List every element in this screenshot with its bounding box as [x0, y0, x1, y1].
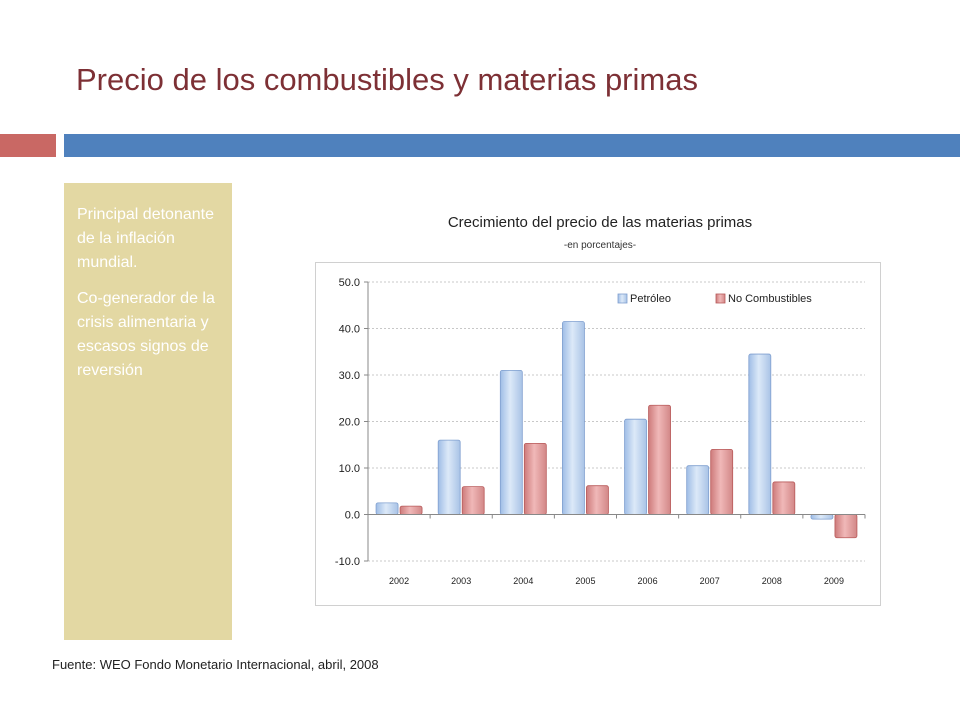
bar-no-combustibles-2009	[834, 514, 858, 539]
accent-bar-blue	[64, 134, 960, 157]
bar-no-combustibles-2008	[772, 481, 796, 515]
bar-no-combustibles-2006	[648, 404, 671, 515]
side-text-2: Co-generador de la crisis alimentaria y …	[77, 290, 215, 379]
slide-title: Precio de los combustibles y materias pr…	[76, 62, 698, 97]
y-tick-label: 30.0	[339, 370, 360, 382]
side-text-1: Principal detonante de la inflación mund…	[77, 206, 214, 271]
bar-petroleo-2004	[499, 369, 523, 515]
y-tick-label: -10.0	[335, 556, 360, 568]
y-tick-label: 0.0	[345, 510, 360, 522]
y-tick-label: 20.0	[339, 417, 360, 429]
bar-petroleo-2006	[624, 418, 647, 515]
side-panel: Principal detonante de la inflación mund…	[64, 183, 232, 640]
bar-petroleo-2008	[748, 353, 772, 515]
accent-bar-red	[0, 134, 56, 157]
bar-no-combustibles-2003	[461, 486, 485, 515]
bar-petroleo-2002	[375, 502, 399, 515]
x-tick-label: 2005	[575, 576, 595, 586]
bar-no-combustibles-2002	[399, 505, 423, 515]
bar-petroleo-2003	[437, 439, 461, 515]
x-tick-label: 2007	[700, 576, 720, 586]
x-tick-label: 2008	[762, 576, 782, 586]
bar-petroleo-2007	[686, 465, 710, 515]
legend-label: Petróleo	[630, 293, 671, 305]
chart-subtitle: -en porcentajes-	[563, 240, 637, 251]
x-tick-label: 2006	[638, 576, 658, 586]
x-tick-label: 2004	[513, 576, 533, 586]
source-note: Fuente: WEO Fondo Monetario Internaciona…	[52, 657, 379, 672]
bar-no-combustibles-2004	[523, 442, 547, 515]
bar-petroleo-2009	[810, 514, 834, 520]
x-tick-label: 2002	[389, 576, 409, 586]
y-tick-label: 10.0	[339, 463, 360, 475]
bar-chart: 50.0 40.0 30.0 20.0 10.0 0.0 -10.0 2002 2003 2004…	[335, 277, 866, 586]
x-tick-label: 2009	[824, 576, 844, 586]
legend-swatch	[715, 293, 726, 304]
legend-label: No Combustibles	[728, 293, 812, 305]
x-tick-label: 2003	[451, 576, 471, 586]
legend-swatch	[617, 293, 628, 304]
bar-no-combustibles-2005	[586, 485, 609, 515]
bar-petroleo-2005	[562, 321, 585, 515]
bar-no-combustibles-2007	[710, 448, 734, 515]
y-tick-label: 40.0	[339, 324, 360, 336]
chart-area: 50.0 40.0 30.0 20.0 10.0 0.0 -10.0 2002 2003 2004…	[315, 262, 881, 606]
y-tick-label: 50.0	[339, 277, 360, 289]
chart-title: Crecimiento del precio de las materias p…	[447, 214, 753, 231]
